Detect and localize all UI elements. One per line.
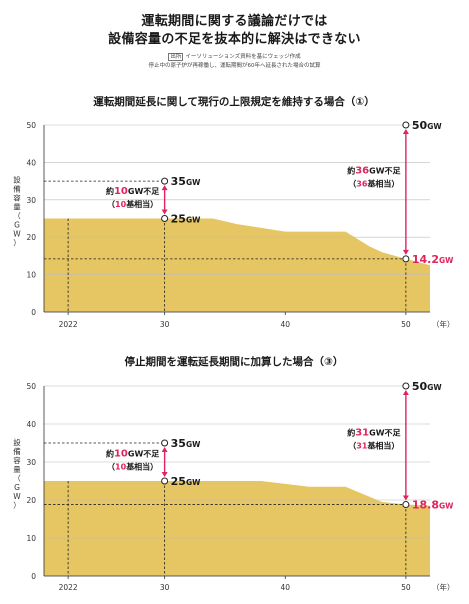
chart2-point-label-25: 25GW bbox=[171, 475, 201, 488]
chart1-ytick-0: 0 bbox=[31, 308, 36, 317]
chart1-point-25 bbox=[161, 215, 169, 222]
chart2-point-label-35: 35GW bbox=[171, 437, 201, 450]
figure-title-line1: 運転期間に関する議論だけでは bbox=[141, 14, 328, 29]
chart1-ytick-30: 30 bbox=[26, 196, 36, 205]
chart2-arrow-2050-head-down bbox=[402, 495, 409, 501]
chart1-point-35 bbox=[161, 177, 169, 185]
chart2-arrow-2030-head-up bbox=[161, 447, 168, 452]
chart1-xtick-40: 40 bbox=[280, 320, 290, 329]
source-line: 出所 イーソリューションズ資料を基にウェッジ作成 bbox=[0, 52, 469, 61]
chart1-ytick-40: 40 bbox=[26, 158, 36, 167]
chart2-annotation-2030-line2: （10基相当） bbox=[107, 461, 158, 471]
figure-title-line2: 設備容量の不足を抜本的に解決はできない bbox=[108, 32, 361, 47]
chart2-point-18.8 bbox=[402, 501, 410, 509]
chart2-ytick-10: 10 bbox=[26, 534, 36, 543]
chart1-area bbox=[44, 218, 430, 312]
chart1-point-label-25: 25GW bbox=[171, 213, 201, 226]
chart2-xtick-50: 50 bbox=[401, 583, 411, 592]
chart1-xtick-50: 50 bbox=[401, 320, 411, 329]
chart1-arrow-2030-head-up bbox=[161, 185, 168, 191]
chart2-xtick-30: 30 bbox=[160, 583, 170, 592]
source-tag: 出所 bbox=[168, 53, 184, 61]
note-line: 停止中の原子炉が再稼働し、運転期間が60年へ延長された場合の試算 bbox=[148, 63, 321, 69]
chart1-point-50 bbox=[402, 121, 410, 129]
chart2-point-35 bbox=[161, 439, 169, 447]
chart2-arrow-2050-head-up bbox=[402, 390, 409, 395]
chart1-annotation-2030-line1: 約10GW不足 bbox=[106, 186, 160, 197]
chart2-title: 停止期間を運転延長期間に加算した場合（③） bbox=[125, 355, 344, 368]
chart1-ylabel: 設備容量（ G W） bbox=[13, 175, 21, 248]
chart2-point-label-50: 50GW bbox=[412, 380, 442, 393]
chart1-ytick-10: 10 bbox=[26, 271, 36, 280]
chart2-point-50 bbox=[402, 382, 410, 390]
chart2-xlabel: （年） bbox=[432, 582, 455, 592]
chart2-xtick-40: 40 bbox=[280, 583, 290, 592]
chart1: 運転期間延長に関して現行の上限規定を維持する場合（①） 0 10 20 30 40 50 20… bbox=[13, 95, 454, 329]
chart1-ytick-20: 20 bbox=[26, 233, 36, 242]
chart1-point-14.2 bbox=[402, 255, 410, 263]
chart2-ylabel: 設備容量（ G W） bbox=[13, 437, 21, 510]
chart2-annotation-2050-line2: （31基相当） bbox=[348, 440, 399, 450]
chart2-ytick-30: 30 bbox=[26, 458, 36, 467]
chart1-arrow-2030-head-down bbox=[161, 209, 168, 215]
chart1-point-label-50: 50GW bbox=[412, 119, 442, 132]
chart1-arrow-2050-head-up bbox=[402, 129, 409, 134]
chart1-annotation-2030-line2: （10基相当） bbox=[107, 199, 158, 209]
chart2-arrow-2030-head-down bbox=[161, 472, 168, 477]
chart1-annotation-2050-line1: 約36GW不足 bbox=[347, 166, 401, 177]
chart1-point-label-14.2: 14.2GW bbox=[412, 253, 454, 266]
source-text: イーソリューションズ資料を基にウェッジ作成 bbox=[185, 54, 301, 60]
chart1-point-label-35: 35GW bbox=[171, 175, 201, 188]
chart1-annotation-2050-line2: （36基相当） bbox=[348, 179, 399, 189]
chart2: 停止期間を運転延長期間に加算した場合（③） 0 10 20 30 40 50 2022 30 40… bbox=[13, 355, 454, 592]
chart1-xtick-2022: 2022 bbox=[59, 320, 78, 329]
chart2-xtick-2022: 2022 bbox=[59, 583, 78, 592]
chart2-annotation-2030-line1: 約10GW不足 bbox=[106, 448, 160, 459]
chart1-xlabel: （年） bbox=[432, 319, 455, 329]
chart2-point-label-18.8: 18.8GW bbox=[412, 499, 454, 512]
chart2-ytick-20: 20 bbox=[26, 496, 36, 505]
chart1-arrow-2050-head-down bbox=[402, 249, 409, 255]
chart2-point-25 bbox=[161, 477, 169, 485]
chart2-ytick-0: 0 bbox=[31, 572, 36, 581]
chart2-annotation-2050-line1: 約31GW不足 bbox=[347, 427, 401, 438]
chart2-ytick-40: 40 bbox=[26, 420, 36, 429]
chart2-ytick-50: 50 bbox=[26, 382, 36, 391]
chart1-title: 運転期間延長に関して現行の上限規定を維持する場合（①） bbox=[93, 95, 375, 108]
chart1-xtick-30: 30 bbox=[160, 320, 170, 329]
chart1-ytick-50: 50 bbox=[26, 121, 36, 130]
chart2-area bbox=[44, 481, 430, 576]
